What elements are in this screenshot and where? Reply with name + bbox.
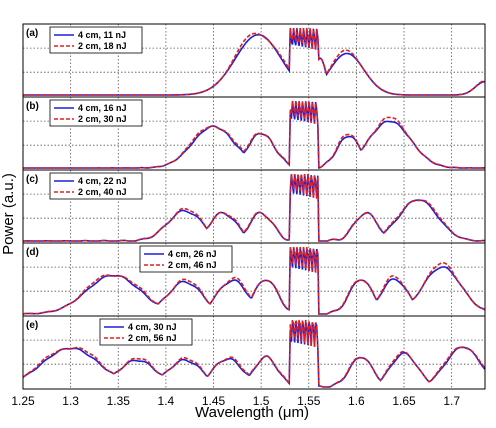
legend-entry: 4 cm, 30 nJ <box>128 322 177 332</box>
x-tick-label: 1.5 <box>253 394 270 408</box>
x-tick-label: 1.35 <box>107 394 131 408</box>
series-line-4cm <box>22 320 486 388</box>
frames <box>22 23 486 390</box>
legend-entry: 2 cm, 40 nJ <box>78 187 127 197</box>
legend-box <box>49 99 143 127</box>
panel-label: (b) <box>26 101 39 112</box>
legend-entry: 4 cm, 11 nJ <box>78 30 126 40</box>
series-line-2cm <box>23 100 485 169</box>
x-tick-label: 1.55 <box>297 394 321 408</box>
x-tick-label: 1.6 <box>348 394 365 408</box>
panel-label: (e) <box>26 320 38 331</box>
panel-frame <box>22 315 486 390</box>
legend-entry: 2 cm, 46 nJ <box>168 260 217 270</box>
legend-entry: 2 cm, 30 nJ <box>78 114 127 124</box>
legend-entry: 2 cm, 56 nJ <box>128 333 177 343</box>
x-tick-label: 1.7 <box>443 394 460 408</box>
series-line-2cm <box>22 246 486 315</box>
panel-frame <box>22 242 486 317</box>
series-line-2cm <box>22 319 486 388</box>
legend-box <box>49 26 143 54</box>
series-line-2cm <box>23 173 485 242</box>
legend-box <box>139 245 233 273</box>
panel-label: (d) <box>26 247 39 258</box>
legend-box <box>49 172 143 200</box>
x-axis-title: Wavelength (μm) <box>195 404 309 421</box>
x-tick-label: 1.65 <box>392 394 416 408</box>
x-axis-ticks: 1.25 1.3 1.35 1.4 1.45 1.5 1.55 1.6 1.65 1.7 <box>11 394 460 408</box>
panel-label: (c) <box>26 174 38 185</box>
legend-entry: 4 cm, 26 nJ <box>168 249 217 259</box>
panel-label: (a) <box>26 28 38 39</box>
legend-entry: 4 cm, 22 nJ <box>78 176 127 186</box>
series-line-4cm <box>22 247 486 315</box>
x-tick-label: 1.25 <box>11 394 35 408</box>
legends: (a) 4 cm, 11 nJ2 cm, 18 nJ(b) 4 cm, 16 nJ2… <box>26 26 233 346</box>
legend-box <box>99 318 193 346</box>
x-tick-label: 1.4 <box>158 394 175 408</box>
x-tick-label: 1.3 <box>62 394 79 408</box>
series-line-2cm <box>23 27 486 96</box>
x-tick-label: 1.45 <box>202 394 226 408</box>
legend-entry: 4 cm, 16 nJ <box>78 103 127 113</box>
grid <box>22 24 485 389</box>
legend-entry: 2 cm, 18 nJ <box>78 41 127 51</box>
curves <box>22 27 486 388</box>
y-axis-title: Power (a.u.) <box>0 173 17 255</box>
